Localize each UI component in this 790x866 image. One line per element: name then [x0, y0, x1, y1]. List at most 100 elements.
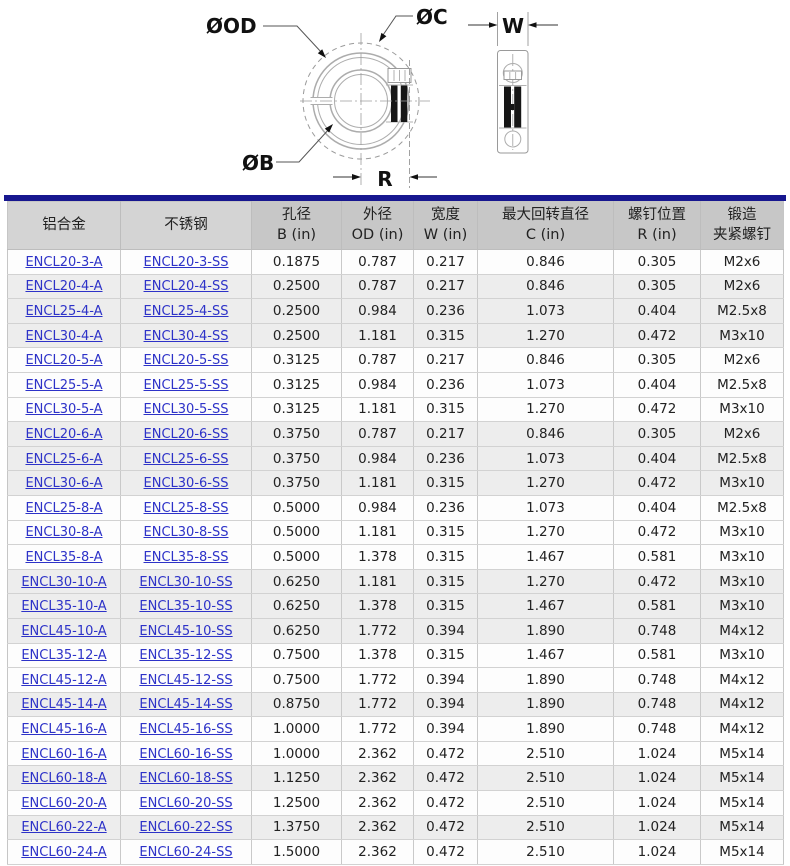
part-number-cell: ENCL20-5-A — [7, 347, 121, 373]
cell-bore_b: 0.3750 — [251, 421, 342, 447]
cell-w: 0.315 — [413, 569, 478, 595]
part-link-aluminum[interactable]: ENCL60-18-A — [21, 771, 107, 787]
part-number-cell: ENCL30-10-A — [7, 569, 121, 595]
part-link-aluminum[interactable]: ENCL25-6-A — [25, 451, 103, 467]
part-link-stainless[interactable]: ENCL20-3-SS — [143, 254, 229, 270]
cell-w: 0.394 — [413, 716, 478, 742]
part-link-stainless[interactable]: ENCL20-4-SS — [143, 279, 229, 295]
part-link-aluminum[interactable]: ENCL35-12-A — [21, 648, 107, 664]
part-link-aluminum[interactable]: ENCL30-10-A — [21, 574, 107, 590]
part-link-aluminum[interactable]: ENCL60-20-A — [21, 795, 107, 811]
part-link-aluminum[interactable]: ENCL45-14-A — [21, 697, 107, 713]
part-link-stainless[interactable]: ENCL60-16-SS — [139, 746, 233, 762]
part-number-cell: ENCL60-20-SS — [120, 790, 252, 816]
part-link-stainless[interactable]: ENCL60-18-SS — [139, 771, 233, 787]
part-link-aluminum[interactable]: ENCL20-4-A — [25, 279, 103, 295]
part-number-cell: ENCL45-12-SS — [120, 667, 252, 693]
cell-c: 2.510 — [477, 839, 614, 865]
cell-screw: M5x14 — [700, 765, 784, 792]
cell-c: 0.846 — [477, 274, 614, 300]
part-link-aluminum[interactable]: ENCL20-5-A — [25, 353, 103, 369]
cell-od: 1.378 — [341, 593, 414, 619]
side-view — [497, 50, 529, 154]
part-link-aluminum[interactable]: ENCL45-12-A — [21, 672, 107, 688]
part-link-stainless[interactable]: ENCL60-20-SS — [139, 795, 233, 811]
cell-od: 1.181 — [341, 569, 414, 595]
cell-od: 2.362 — [341, 741, 414, 767]
part-link-aluminum[interactable]: ENCL30-6-A — [25, 476, 103, 492]
part-link-aluminum[interactable]: ENCL25-4-A — [25, 303, 103, 319]
cell-od: 1.181 — [341, 323, 414, 349]
cell-od: 0.787 — [341, 421, 414, 447]
part-number-cell: ENCL45-16-A — [7, 716, 121, 742]
cell-od: 1.378 — [341, 544, 414, 570]
part-link-stainless[interactable]: ENCL30-8-SS — [143, 525, 229, 541]
cell-r: 1.024 — [613, 815, 701, 841]
part-number-cell: ENCL25-4-SS — [120, 298, 252, 324]
part-link-aluminum[interactable]: ENCL25-8-A — [25, 500, 103, 516]
part-number-cell: ENCL25-5-A — [7, 372, 121, 398]
part-link-aluminum[interactable]: ENCL45-16-A — [21, 722, 107, 738]
table-row: ENCL60-24-A ENCL60-24-SS 1.5000 2.362 0.472 2… — [7, 839, 784, 865]
part-link-stainless[interactable]: ENCL35-8-SS — [143, 549, 229, 565]
part-link-stainless[interactable]: ENCL60-24-SS — [139, 845, 233, 861]
part-link-stainless[interactable]: ENCL35-12-SS — [139, 648, 233, 664]
part-number-cell: ENCL45-10-A — [7, 618, 121, 644]
cell-r: 0.472 — [613, 569, 701, 595]
part-number-cell: ENCL35-12-A — [7, 643, 121, 669]
part-link-aluminum[interactable]: ENCL20-3-A — [25, 254, 103, 270]
cell-screw: M5x14 — [700, 790, 784, 816]
part-link-aluminum[interactable]: ENCL20-6-A — [25, 426, 103, 442]
cell-screw: M5x14 — [700, 741, 784, 767]
cell-bore_b: 0.2500 — [251, 274, 342, 300]
part-link-aluminum[interactable]: ENCL45-10-A — [21, 623, 107, 639]
part-link-stainless[interactable]: ENCL30-6-SS — [143, 476, 229, 492]
part-link-stainless[interactable]: ENCL30-5-SS — [143, 402, 229, 418]
cell-bore_b: 0.3750 — [251, 470, 342, 496]
part-link-aluminum[interactable]: ENCL60-22-A — [21, 820, 107, 836]
part-link-stainless[interactable]: ENCL30-4-SS — [143, 328, 229, 344]
part-link-stainless[interactable]: ENCL45-14-SS — [139, 697, 233, 713]
table-row: ENCL30-5-A ENCL30-5-SS 0.3125 1.181 0.315 1.2… — [7, 397, 784, 423]
part-link-stainless[interactable]: ENCL30-10-SS — [139, 574, 233, 590]
cell-w: 0.394 — [413, 692, 478, 718]
part-link-stainless[interactable]: ENCL60-22-SS — [139, 820, 233, 836]
dimension-c: ØC — [379, 5, 448, 42]
cell-od: 2.362 — [341, 839, 414, 865]
part-link-stainless[interactable]: ENCL45-10-SS — [139, 623, 233, 639]
part-link-stainless[interactable]: ENCL25-8-SS — [143, 500, 229, 516]
table-row: ENCL60-18-A ENCL60-18-SS 1.1250 2.362 0.472 2… — [7, 765, 784, 792]
table-row: ENCL35-10-A ENCL35-10-SS 0.6250 1.378 0.315 1… — [7, 593, 784, 619]
cell-bore_b: 0.3125 — [251, 372, 342, 398]
table-row: ENCL20-3-A ENCL20-3-SS 0.1875 0.787 0.217 0.8… — [7, 249, 784, 275]
table-row: ENCL25-8-A ENCL25-8-SS 0.5000 0.984 0.236 1.0… — [7, 495, 784, 521]
part-link-aluminum[interactable]: ENCL35-10-A — [21, 599, 107, 615]
part-link-stainless[interactable]: ENCL35-10-SS — [139, 599, 233, 615]
part-link-stainless[interactable]: ENCL20-6-SS — [143, 426, 229, 442]
part-link-stainless[interactable]: ENCL45-12-SS — [139, 672, 233, 688]
part-link-aluminum[interactable]: ENCL30-8-A — [25, 525, 103, 541]
part-link-aluminum[interactable]: ENCL30-4-A — [25, 328, 103, 344]
part-link-aluminum[interactable]: ENCL60-24-A — [21, 845, 107, 861]
part-link-stainless[interactable]: ENCL45-16-SS — [139, 722, 233, 738]
table-row: ENCL25-4-A ENCL25-4-SS 0.2500 0.984 0.236 1.0… — [7, 298, 784, 324]
table-row: ENCL20-6-A ENCL20-6-SS 0.3750 0.787 0.217 0.8… — [7, 421, 784, 447]
cell-c: 0.846 — [477, 249, 614, 275]
part-link-stainless[interactable]: ENCL25-4-SS — [143, 303, 229, 319]
cell-w: 0.236 — [413, 298, 478, 324]
cell-r: 0.472 — [613, 520, 701, 546]
cell-c: 1.270 — [477, 520, 614, 546]
part-link-aluminum[interactable]: ENCL35-8-A — [25, 549, 103, 565]
part-link-stainless[interactable]: ENCL20-5-SS — [143, 353, 229, 369]
part-number-cell: ENCL35-8-SS — [120, 544, 252, 570]
column-header-od: 外径 OD (in) — [341, 201, 414, 250]
table-row: ENCL60-22-A ENCL60-22-SS 1.3750 2.362 0.472 2… — [7, 815, 784, 841]
part-link-aluminum[interactable]: ENCL25-5-A — [25, 377, 103, 393]
part-number-cell: ENCL20-3-A — [7, 249, 121, 275]
part-link-aluminum[interactable]: ENCL60-16-A — [21, 746, 107, 762]
part-link-stainless[interactable]: ENCL25-5-SS — [143, 377, 229, 393]
cell-bore_b: 0.3125 — [251, 397, 342, 423]
part-link-stainless[interactable]: ENCL25-6-SS — [143, 451, 229, 467]
table-row: ENCL30-4-A ENCL30-4-SS 0.2500 1.181 0.315 1.2… — [7, 323, 784, 349]
part-link-aluminum[interactable]: ENCL30-5-A — [25, 402, 103, 418]
